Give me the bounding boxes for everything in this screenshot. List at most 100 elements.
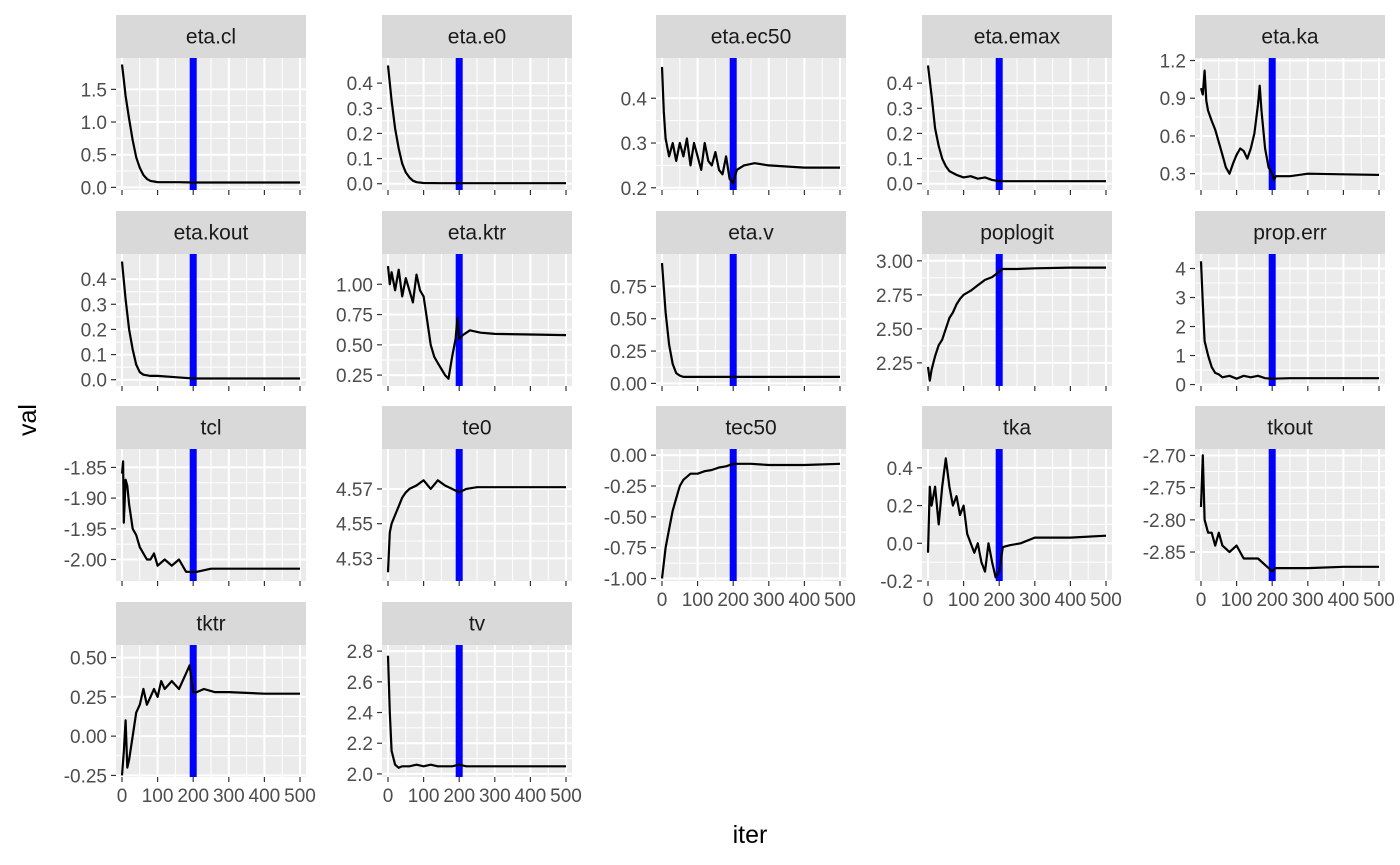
y-tick-label: -0.25 — [604, 477, 647, 498]
facet-tec50: tec50 -1.00 -0.75 -0.50 -0.25 0.00 0 100 200 300 4… — [604, 406, 856, 611]
x-tick-label: 200 — [443, 786, 475, 807]
facet-strip — [382, 211, 572, 254]
y-tick-label: 0.4 — [347, 74, 374, 95]
trace-line-tcl — [120, 460, 300, 573]
x-tick-label: 200 — [1256, 590, 1288, 611]
facet-strip — [922, 15, 1112, 58]
facet-strip — [1195, 211, 1385, 254]
x-tick-label: 400 — [789, 590, 821, 611]
trace-line-tkout — [1199, 454, 1379, 573]
trace-line-eta-e0 — [386, 65, 566, 185]
y-tick-label: -2.00 — [64, 551, 107, 572]
facet-strip — [116, 406, 306, 449]
y-tick-label: 0.50 — [70, 649, 107, 670]
x-tick-label: 400 — [515, 786, 547, 807]
x-tick-label: 100 — [682, 590, 714, 611]
y-tick-label: 0.0 — [887, 175, 913, 196]
y-tick-label: 0.3 — [81, 295, 107, 316]
y-tick-label: 0.0 — [81, 178, 107, 199]
y-tick-label: 0.00 — [70, 727, 107, 748]
y-tick-label: 1.5 — [81, 80, 107, 101]
trace-line-tec50 — [660, 462, 841, 579]
y-tick-label: 4.53 — [336, 549, 373, 570]
x-tick-label: 100 — [1221, 590, 1253, 611]
facet-strip-label: tcl — [201, 417, 222, 440]
x-tick-label: 0 — [383, 786, 394, 807]
facet-te0: te0 4.53 4.55 4.57 — [336, 406, 572, 586]
trace-line-tka — [926, 457, 1107, 579]
y-tick-label: 0.25 — [610, 342, 647, 363]
y-tick-label: 0.4 — [81, 270, 108, 291]
facet-strip-label: eta.e0 — [448, 26, 506, 49]
facet-strip-label: poplogit — [980, 222, 1054, 245]
facet-strip-label: eta.v — [728, 222, 774, 245]
facet-strip-label: tkout — [1267, 417, 1313, 440]
y-tick-label: 2.8 — [347, 642, 373, 663]
y-tick-label: 2.0 — [347, 765, 373, 786]
facet-strip — [116, 211, 306, 254]
facet-poplogit: poplogit 2.25 2.50 2.75 3.00 — [876, 211, 1112, 391]
x-tick-label: 300 — [479, 786, 511, 807]
facet-strip — [922, 406, 1112, 449]
facet-strip-label: eta.ka — [1261, 26, 1319, 49]
y-tick-label: -0.75 — [604, 539, 647, 560]
facet-strip-label: eta.kout — [174, 222, 249, 245]
y-tick-label: 0.00 — [610, 374, 647, 395]
facet-tktr: tktr -0.25 0.00 0.25 0.50 0 100 200 300 400 500 — [64, 602, 316, 807]
y-tick-label: 0.50 — [336, 336, 373, 357]
trace-line-eta-kout — [120, 261, 300, 380]
y-tick-label: 0.0 — [887, 534, 913, 555]
y-tick-label: 0.2 — [347, 124, 373, 145]
trace-line-tktr — [120, 664, 300, 776]
x-tick-label: 0 — [657, 590, 668, 611]
y-tick-label: -1.95 — [64, 520, 107, 541]
facet-tv: tv 2.0 2.2 2.4 2.6 2.8 0 100 200 300 400 500 — [347, 602, 582, 807]
facet-eta-emax: eta.emax 0.0 0.1 0.2 0.3 0.4 — [887, 15, 1112, 196]
facet-strip — [656, 15, 846, 58]
y-tick-label: 1.00 — [336, 275, 373, 296]
y-tick-label: -0.25 — [64, 766, 107, 787]
facet-eta-ka: eta.ka 0.3 0.6 0.9 1.2 — [1160, 15, 1385, 195]
facet-strip-label: tec50 — [725, 417, 776, 440]
facet-strip — [116, 602, 306, 645]
x-tick-label: 400 — [1328, 590, 1360, 611]
y-tick-label: 2.4 — [347, 704, 374, 725]
y-tick-label: 0.2 — [887, 124, 913, 145]
facet-strip — [382, 406, 572, 449]
facet-tcl: tcl -2.00 -1.95 -1.90 -1.85 — [64, 406, 306, 586]
facet-eta-v: eta.v 0.00 0.25 0.50 0.75 — [610, 211, 846, 395]
x-tick-label: 300 — [1019, 590, 1051, 611]
x-axis-title: iter — [733, 821, 768, 849]
x-tick-label: 400 — [249, 786, 281, 807]
y-tick-label: 2.50 — [876, 320, 913, 341]
y-tick-label: 0.50 — [610, 310, 647, 331]
facet-strip — [116, 15, 306, 58]
facet-strip-label: te0 — [462, 417, 491, 440]
x-tick-label: 500 — [1090, 590, 1122, 611]
y-tick-label: 0.6 — [1160, 127, 1186, 148]
y-tick-label: 0.75 — [336, 306, 373, 327]
y-tick-label: 2.25 — [876, 354, 913, 375]
y-tick-label: -2.85 — [1143, 543, 1186, 564]
trace-line-eta-emax — [926, 65, 1106, 183]
y-tick-label: 0.25 — [70, 688, 107, 709]
y-tick-label: 0.1 — [887, 150, 913, 171]
facet-eta-kout: eta.kout 0.0 0.1 0.2 0.3 0.4 — [81, 211, 306, 392]
y-tick-label: -1.90 — [64, 489, 107, 510]
facet-strip-label: tktr — [196, 613, 225, 636]
facet-strip — [922, 211, 1112, 254]
y-tick-label: 1.0 — [81, 113, 107, 134]
trace-line-te0 — [386, 479, 566, 573]
x-tick-label: 300 — [1292, 590, 1324, 611]
facet-strip — [656, 406, 846, 449]
y-tick-label: 0.2 — [887, 497, 913, 518]
y-tick-label: 0.1 — [81, 346, 107, 367]
x-tick-label: 100 — [408, 786, 440, 807]
y-tick-label: -1.85 — [64, 458, 107, 479]
x-tick-label: 0 — [1196, 590, 1207, 611]
y-tick-label: 0.0 — [81, 371, 107, 392]
facet-strip-label: eta.cl — [186, 26, 236, 49]
y-tick-label: 0.3 — [621, 134, 647, 155]
facet-strip — [1195, 15, 1385, 58]
x-tick-label: 300 — [753, 590, 785, 611]
